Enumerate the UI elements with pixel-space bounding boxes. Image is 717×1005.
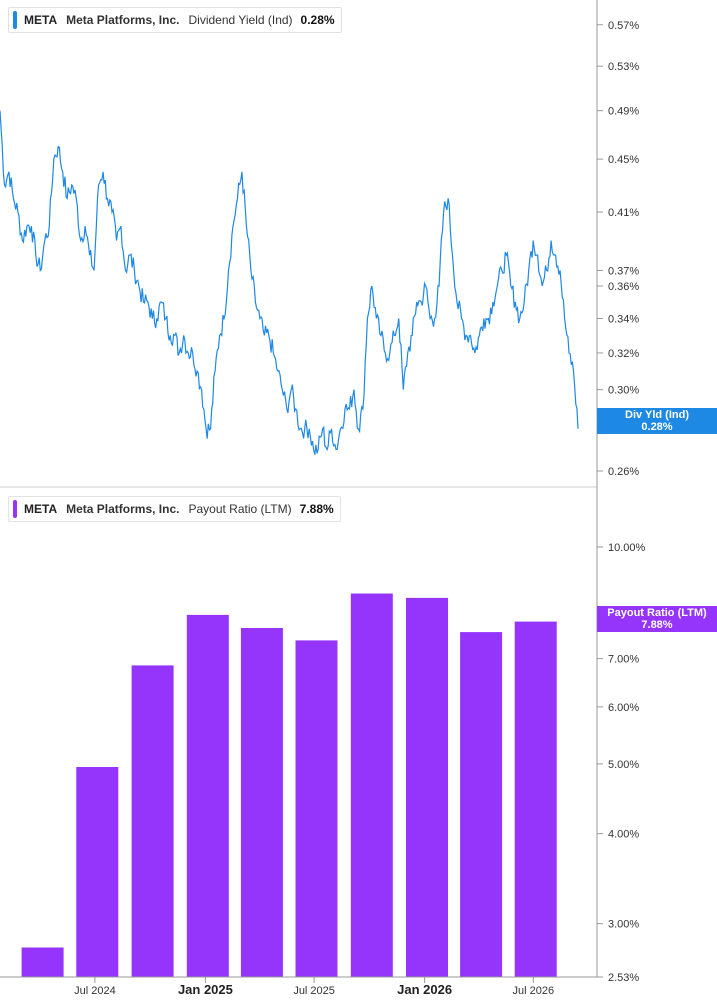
payout-ratio-bar[interactable] — [460, 632, 503, 977]
legend-ticker: META — [24, 13, 58, 27]
payout-ratio-bar[interactable] — [406, 597, 448, 977]
x-tick-label: Jul 2025 — [293, 985, 335, 997]
dividend-yield-panel: 0.57% 0.53% 0.49% 0.45% 0.41% 0.37% 0.36% 0.34%… — [0, 20, 639, 478]
payout-ratio-panel: 10.00% 7.00% 6.00% 5.00% 4.00% 3.00% 2.53% — [21, 542, 646, 984]
last-value-badge-yield: Div Yld (Ind) 0.28% — [597, 408, 717, 434]
y-tick-label-yield: 0.36% — [608, 281, 639, 293]
badge-label: Div Yld (Ind) — [625, 409, 689, 421]
payout-ratio-bar[interactable] — [186, 614, 229, 977]
legend-ticker: META — [24, 502, 58, 516]
legend-company: Meta Platforms, Inc. — [66, 502, 180, 516]
badge-label: Payout Ratio (LTM) — [607, 607, 707, 619]
y-tick-label-payout: 2.53% — [608, 972, 639, 984]
payout-ratio-bar[interactable] — [295, 640, 338, 977]
y-tick-label-payout: 10.00% — [608, 542, 646, 554]
y-tick-label-payout: 7.00% — [608, 654, 639, 666]
y-tick-label-yield: 0.37% — [608, 265, 639, 277]
payout-ratio-bar[interactable] — [350, 593, 393, 978]
y-tick-label-yield: 0.53% — [608, 61, 639, 73]
y-tick-label-payout: 6.00% — [608, 702, 639, 714]
legend-value: 0.28% — [300, 13, 335, 27]
y-tick-label-yield: 0.57% — [608, 20, 639, 32]
y-tick-label-payout: 4.00% — [608, 829, 639, 841]
legend-swatch-payout — [13, 500, 17, 518]
last-value-badge-payout: Payout Ratio (LTM) 7.88% — [597, 606, 717, 632]
legend-payout-ratio[interactable]: META Meta Platforms, Inc. Payout Ratio (… — [8, 496, 341, 522]
payout-ratio-bar[interactable] — [131, 665, 174, 977]
legend-metric: Dividend Yield (Ind) — [188, 13, 293, 27]
y-tick-label-payout: 5.00% — [608, 759, 639, 771]
y-tick-label-yield: 0.30% — [608, 385, 639, 397]
y-tick-label-yield: 0.49% — [608, 106, 639, 118]
payout-ratio-bar[interactable] — [76, 767, 119, 977]
x-axis: Jul 2024 Jan 2025 Jul 2025 Jan 2026 Jul 2026 — [74, 977, 554, 997]
x-tick-label: Jan 2026 — [397, 982, 452, 997]
badge-value: 7.88% — [641, 619, 673, 631]
legend-company: Meta Platforms, Inc. — [66, 13, 180, 27]
y-tick-label-yield: 0.45% — [608, 154, 639, 166]
payout-ratio-bar[interactable] — [21, 947, 64, 978]
y-tick-label-yield: 0.26% — [608, 466, 639, 478]
y-tick-label-yield: 0.32% — [608, 348, 639, 360]
payout-ratio-bar[interactable] — [514, 621, 557, 977]
dividend-yield-line — [0, 110, 579, 455]
y-tick-label-yield: 0.41% — [608, 207, 639, 219]
badge-value: 0.28% — [641, 421, 673, 433]
legend-dividend-yield[interactable]: META Meta Platforms, Inc. Dividend Yield… — [8, 7, 342, 33]
x-tick-label: Jan 2025 — [178, 982, 233, 997]
legend-swatch-yield — [13, 11, 17, 29]
y-tick-label-payout: 3.00% — [608, 919, 639, 931]
y-tick-label-yield: 0.34% — [608, 313, 639, 325]
legend-value: 7.88% — [299, 502, 334, 516]
x-tick-label: Jul 2024 — [74, 985, 116, 997]
payout-ratio-bar[interactable] — [240, 628, 283, 977]
x-tick-label: Jul 2026 — [513, 985, 555, 997]
legend-metric: Payout Ratio (LTM) — [188, 502, 292, 516]
